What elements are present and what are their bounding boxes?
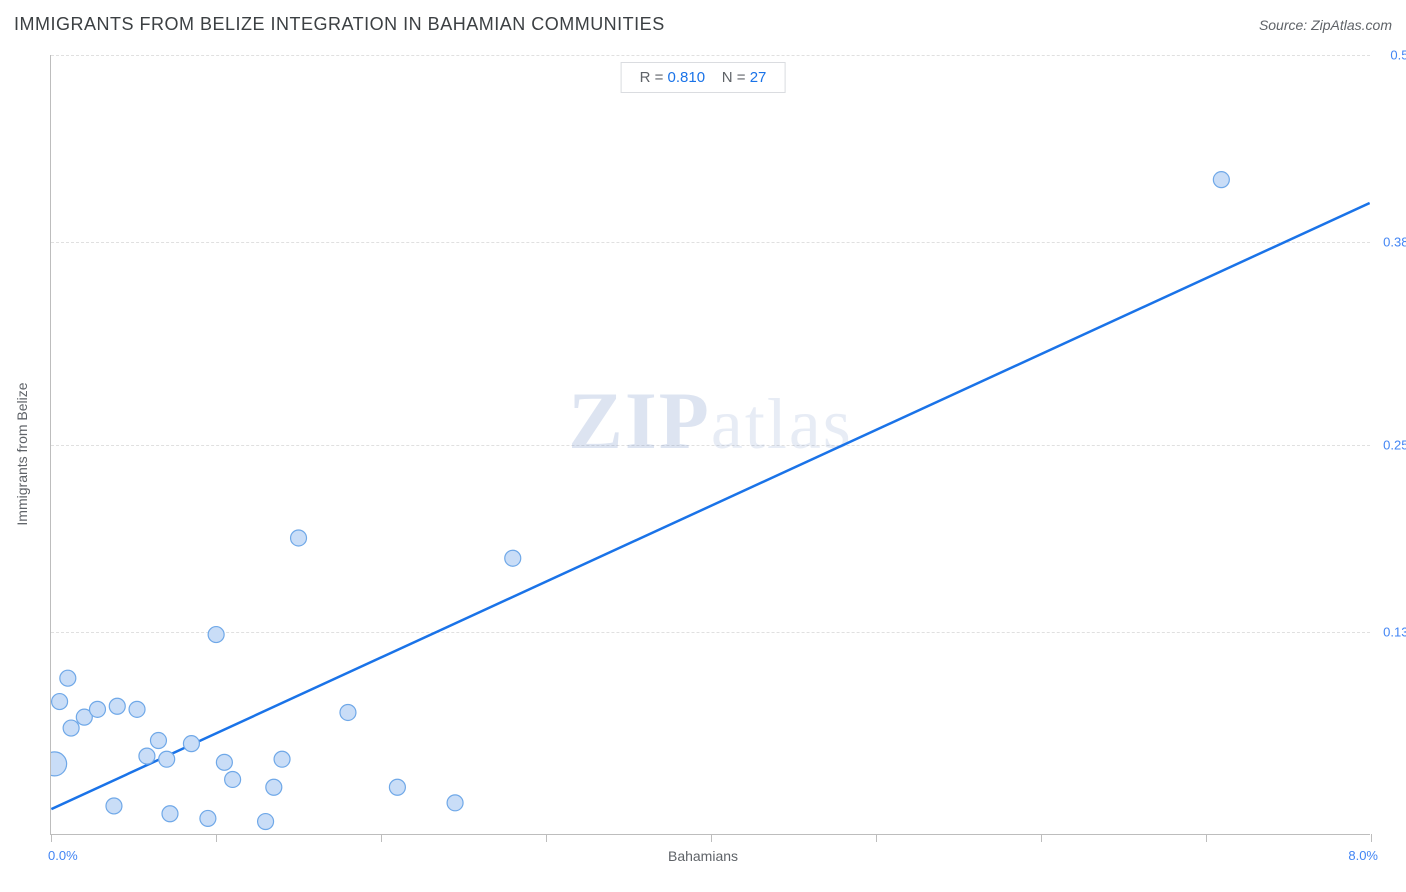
data-point	[216, 754, 232, 770]
trend-line	[51, 203, 1369, 809]
data-point	[208, 627, 224, 643]
chart-title: IMMIGRANTS FROM BELIZE INTEGRATION IN BA…	[14, 14, 665, 35]
data-point	[150, 733, 166, 749]
x-tick	[1371, 834, 1372, 842]
data-point	[1213, 172, 1229, 188]
r-label: R =	[640, 69, 664, 86]
data-point	[162, 806, 178, 822]
data-point	[447, 795, 463, 811]
data-point	[60, 670, 76, 686]
data-point	[274, 751, 290, 767]
chart-svg	[51, 55, 1370, 834]
x-tick	[711, 834, 712, 842]
y-tick-label: 0.38%	[1375, 235, 1406, 250]
stats-box: R = 0.810 N = 27	[621, 62, 786, 93]
data-point	[51, 752, 67, 776]
x-tick	[216, 834, 217, 842]
data-point	[291, 530, 307, 546]
r-value: 0.810	[668, 69, 706, 86]
data-point	[63, 720, 79, 736]
data-point	[266, 779, 282, 795]
data-point	[183, 736, 199, 752]
n-value: 27	[750, 69, 767, 86]
y-axis-label: Immigrants from Belize	[14, 382, 30, 525]
data-point	[129, 701, 145, 717]
data-point	[52, 694, 68, 710]
x-axis-max-label: 8.0%	[1348, 848, 1378, 863]
data-point	[109, 698, 125, 714]
data-point	[225, 771, 241, 787]
data-point	[258, 814, 274, 830]
x-tick	[381, 834, 382, 842]
x-axis-label: Bahamians	[668, 848, 738, 864]
x-axis-min-label: 0.0%	[48, 848, 78, 863]
y-tick-label: 0.25%	[1375, 438, 1406, 453]
chart-header: IMMIGRANTS FROM BELIZE INTEGRATION IN BA…	[14, 14, 1392, 35]
data-point	[389, 779, 405, 795]
data-point	[340, 704, 356, 720]
y-tick-label: 0.5%	[1375, 48, 1406, 63]
source-attribution: Source: ZipAtlas.com	[1259, 17, 1392, 33]
data-point	[106, 798, 122, 814]
data-point	[200, 810, 216, 826]
x-tick	[876, 834, 877, 842]
x-tick	[1041, 834, 1042, 842]
y-tick-label: 0.13%	[1375, 625, 1406, 640]
data-point	[139, 748, 155, 764]
x-tick	[546, 834, 547, 842]
data-point	[159, 751, 175, 767]
data-point	[89, 701, 105, 717]
x-tick	[51, 834, 52, 842]
n-label: N =	[722, 69, 746, 86]
x-tick	[1206, 834, 1207, 842]
plot-area: ZIPatlas 0.13%0.25%0.38%0.5%	[50, 55, 1370, 835]
data-point	[505, 550, 521, 566]
